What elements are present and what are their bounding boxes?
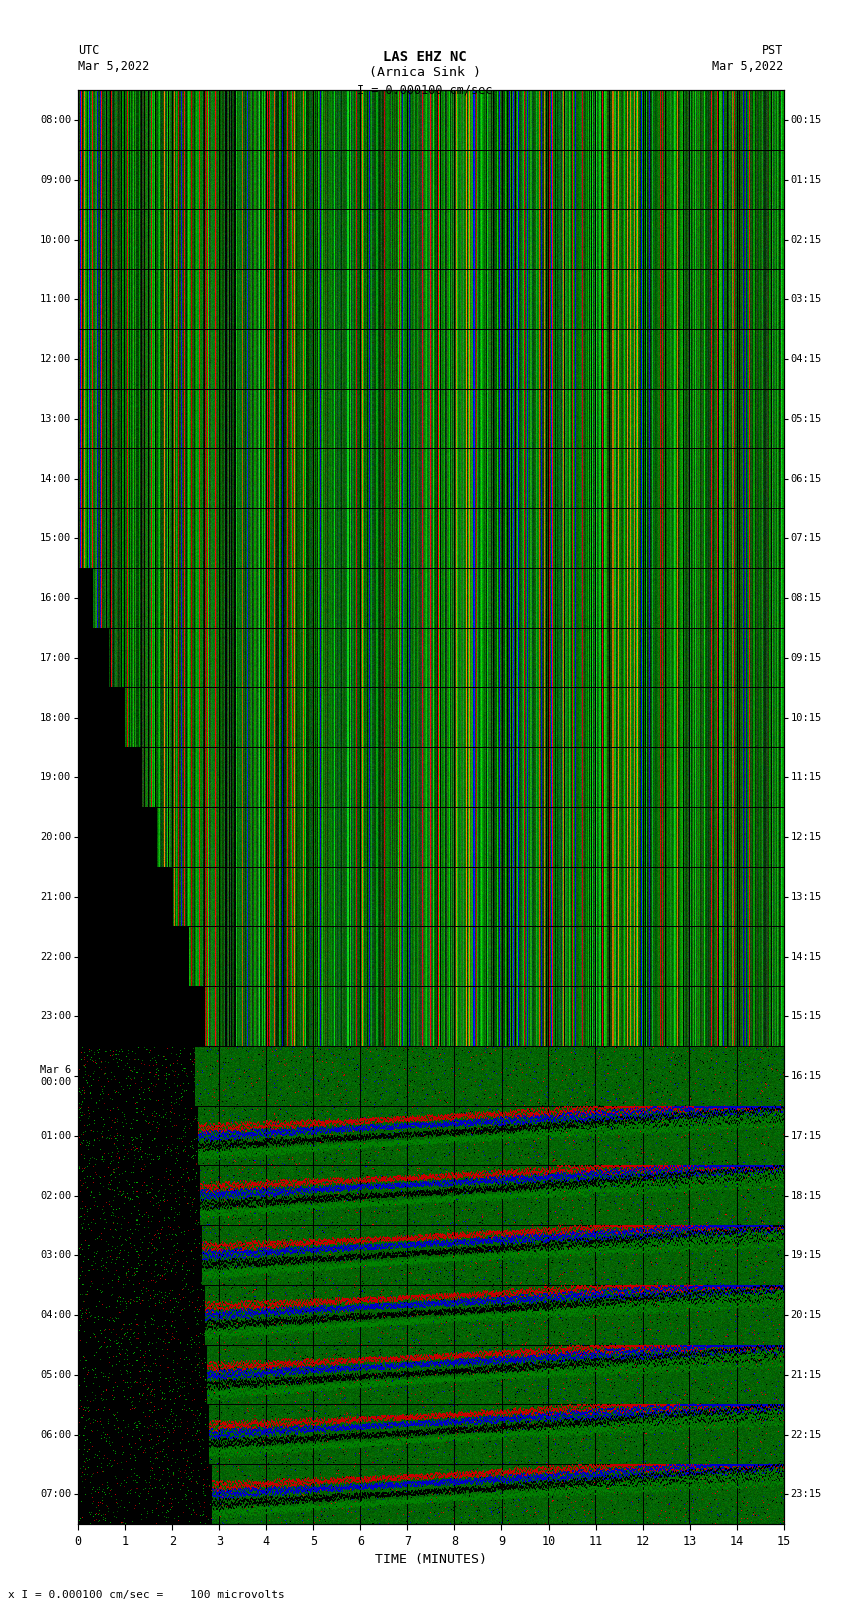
X-axis label: TIME (MINUTES): TIME (MINUTES) xyxy=(375,1553,487,1566)
Text: LAS EHZ NC: LAS EHZ NC xyxy=(383,50,467,65)
Text: x I = 0.000100 cm/sec =    100 microvolts: x I = 0.000100 cm/sec = 100 microvolts xyxy=(8,1590,286,1600)
Text: PST: PST xyxy=(762,44,784,56)
Text: I = 0.000100 cm/sec: I = 0.000100 cm/sec xyxy=(357,84,493,97)
Text: Mar 5,2022: Mar 5,2022 xyxy=(78,60,150,73)
Text: Mar 5,2022: Mar 5,2022 xyxy=(712,60,784,73)
Text: (Arnica Sink ): (Arnica Sink ) xyxy=(369,66,481,79)
Text: UTC: UTC xyxy=(78,44,99,56)
